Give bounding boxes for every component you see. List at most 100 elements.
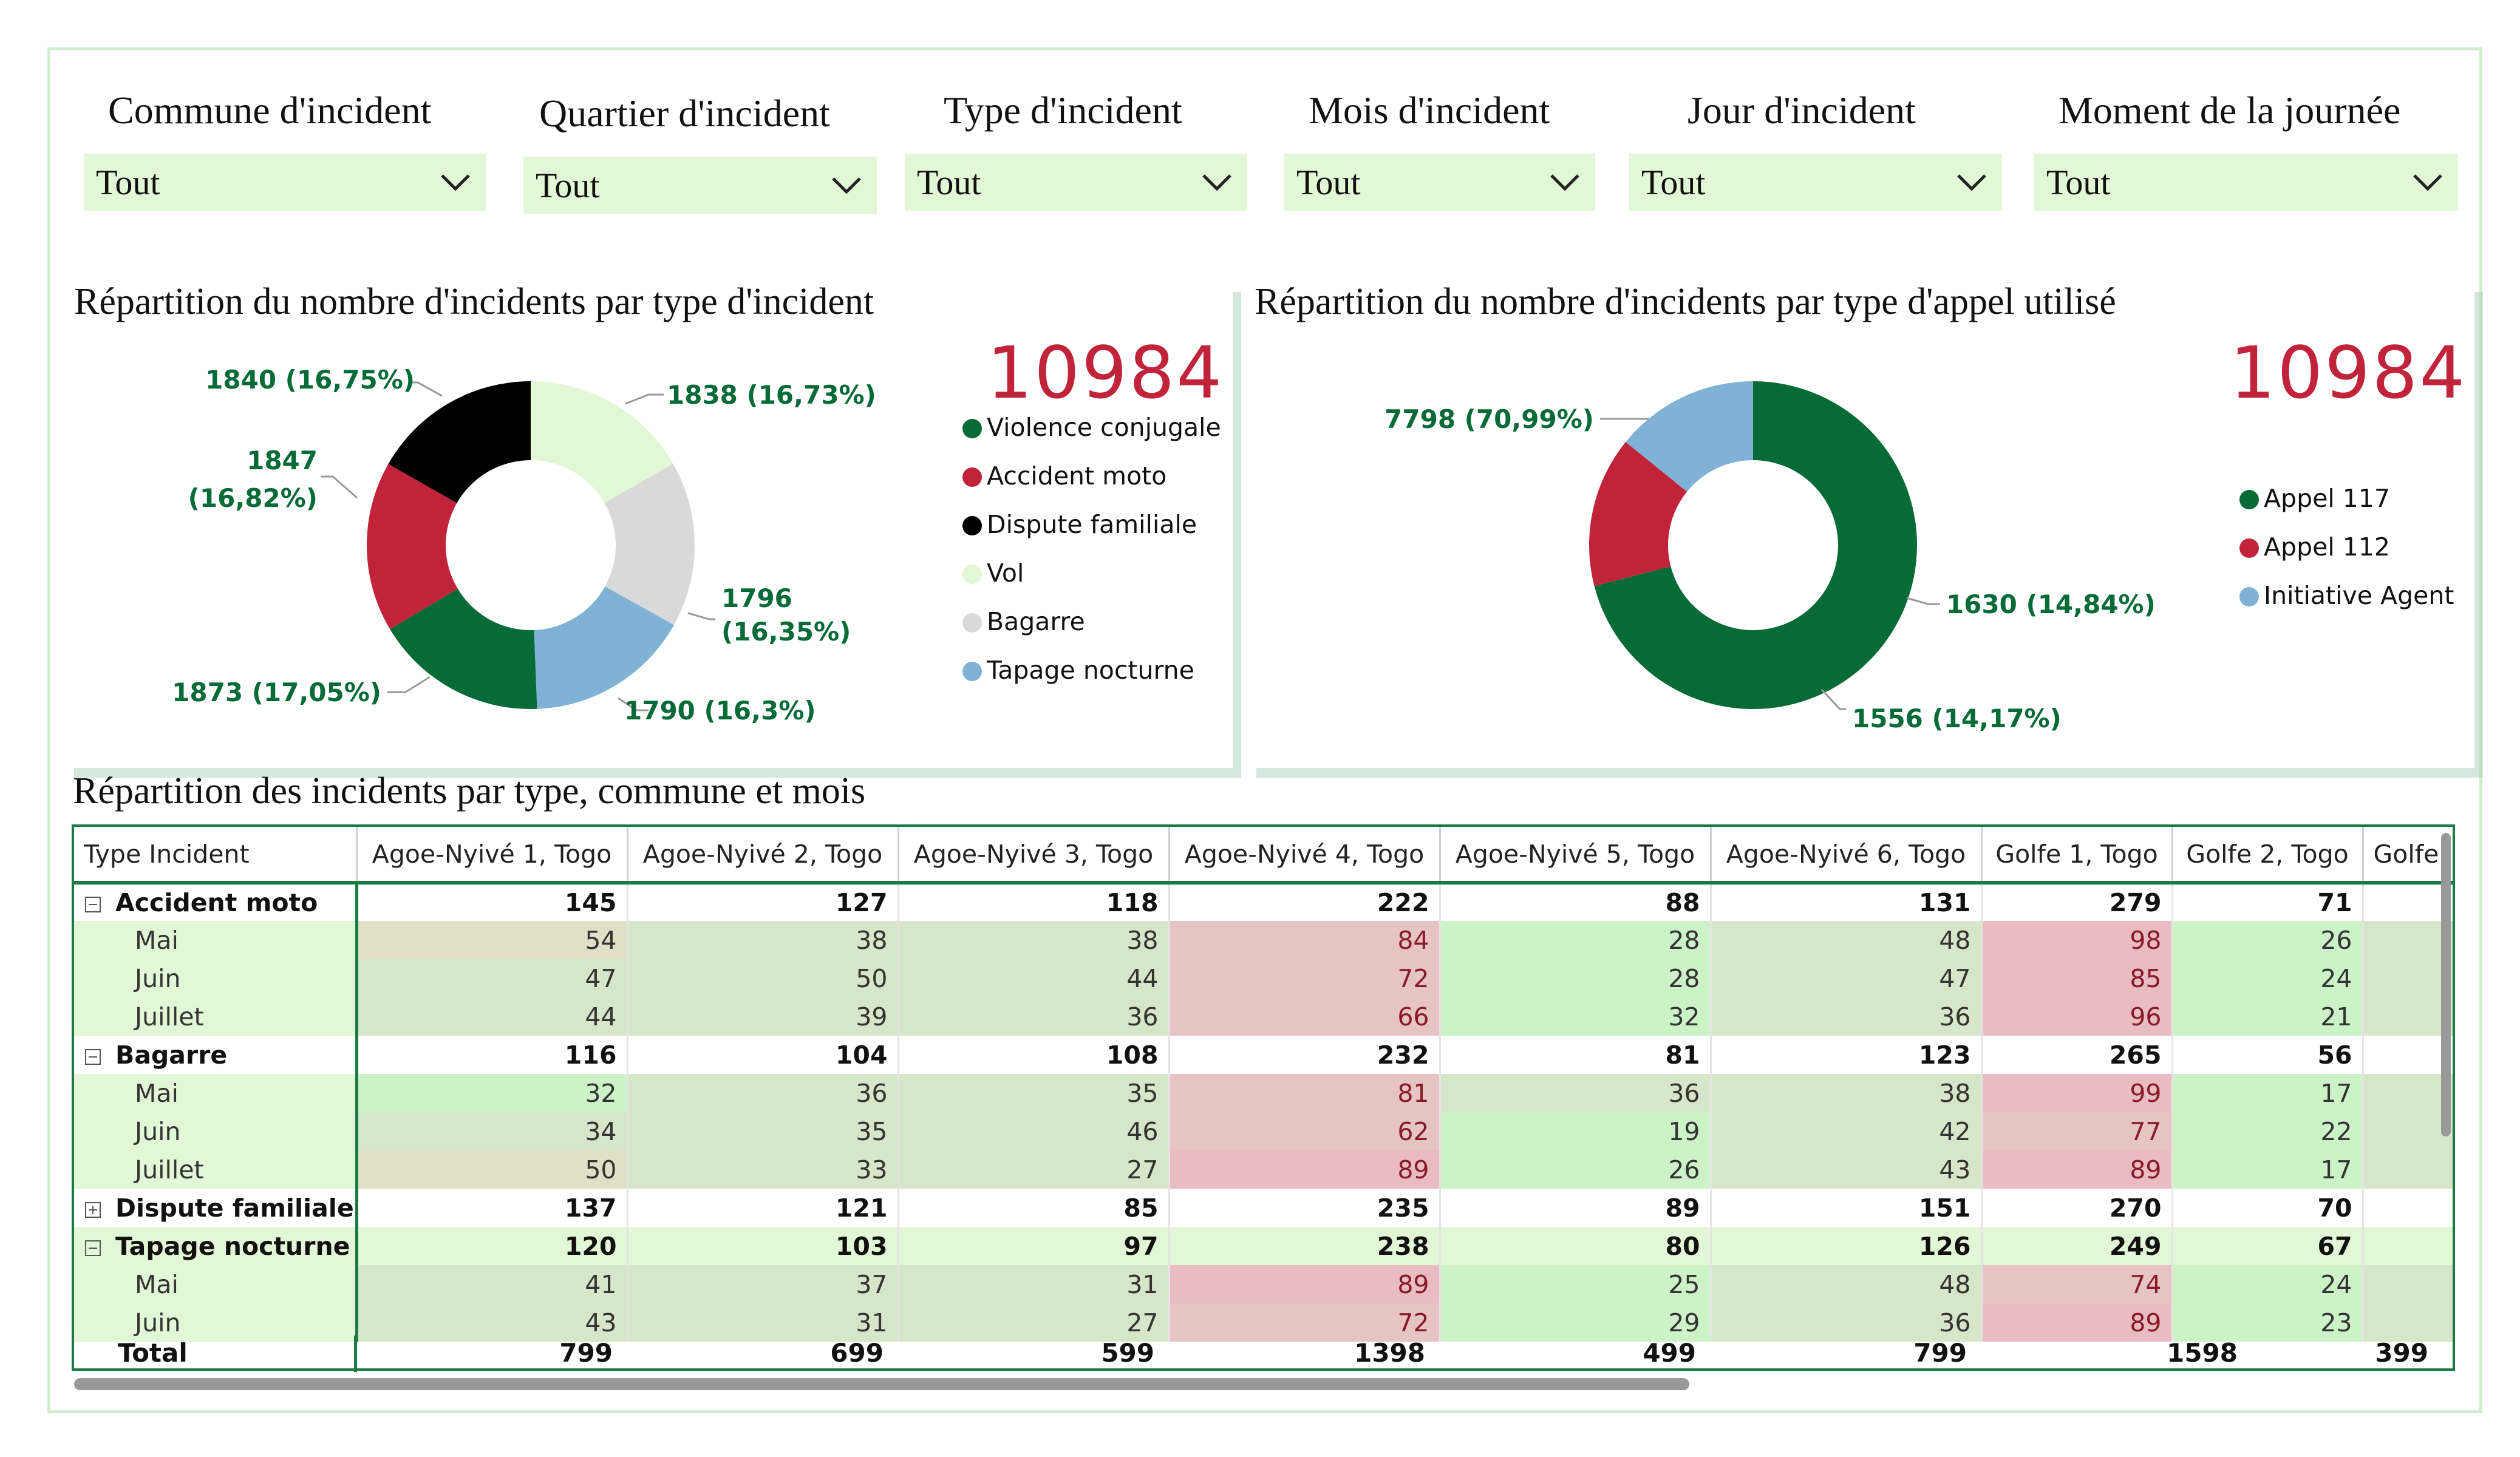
table-row[interactable]: Juin 43 31 27 72 29 36 89 23	[74, 1303, 2453, 1342]
chevron-down-icon[interactable]	[1955, 165, 1989, 199]
table-cell	[2363, 1227, 2453, 1265]
leader-line	[618, 697, 649, 712]
column-header[interactable]: Agoe-Nyivé 2, Togo	[627, 827, 899, 885]
collapse-icon[interactable]	[85, 1048, 101, 1065]
chart2-legend-item[interactable]: Appel 112	[2239, 532, 2390, 562]
table-cell: 249	[1981, 1227, 2173, 1265]
chart1-slice[interactable]	[367, 464, 458, 630]
table-cell: 84	[1169, 921, 1441, 959]
vertical-scrollbar[interactable]	[2441, 833, 2451, 1136]
chart1-slice[interactable]	[390, 588, 537, 709]
table-cell: 46	[898, 1112, 1170, 1150]
table-group-row[interactable]: Tapage nocturne 120 103 97 238 80 126 249 67	[74, 1227, 2453, 1265]
chart1-total: 10984	[987, 331, 1224, 415]
filter-quartier-dropdown[interactable]: Tout	[523, 157, 877, 214]
chart2-legend-item[interactable]: Initiative Agent	[2239, 581, 2454, 610]
column-header[interactable]: Golfe	[2363, 827, 2453, 885]
chevron-down-icon[interactable]	[829, 168, 863, 202]
filter-type-dropdown[interactable]: Tout	[905, 154, 1247, 211]
row-label-text: Mai	[135, 1078, 179, 1108]
column-header[interactable]: Agoe-Nyivé 5, Togo	[1440, 827, 1712, 885]
table-cell	[2363, 959, 2453, 997]
chart1-legend-item[interactable]: Bagarre	[962, 607, 1085, 636]
leader-line	[1906, 597, 1940, 605]
total-cell: 399	[2375, 1338, 2428, 1368]
table-row[interactable]: Juin 47 50 44 72 28 47 85 24	[74, 959, 2453, 997]
filter-jour-dropdown[interactable]: Tout	[1629, 154, 2002, 211]
chevron-down-icon[interactable]	[438, 165, 472, 199]
table-cell: 56	[2172, 1036, 2364, 1074]
table-group-row[interactable]: Dispute familiale 137 121 85 235 89 151 270 70	[74, 1189, 2453, 1227]
chart1-legend-item[interactable]: Tapage nocturne	[962, 656, 1194, 685]
filter-mois-dropdown[interactable]: Tout	[1284, 154, 1595, 211]
table-cell: 89	[1981, 1150, 2173, 1189]
table-cell: 98	[1981, 921, 2173, 959]
table-cell: 66	[1169, 997, 1441, 1036]
table-total-row: Total 799 699 599 1398 499 799 1598 399	[74, 1336, 2453, 1372]
collapse-icon[interactable]	[85, 897, 101, 912]
chart1-legend-item[interactable]: Vol	[962, 559, 1024, 588]
table-group-row[interactable]: Accident moto 145 127 118 222 88 131 279 71	[74, 883, 2453, 921]
chevron-down-icon[interactable]	[1548, 165, 1582, 199]
table-row[interactable]: Mai 32 36 35 81 36 38 99 17	[74, 1074, 2453, 1112]
chart2-slice[interactable]	[1594, 381, 1917, 709]
chart1-slice[interactable]	[604, 463, 695, 625]
filter-moment-dropdown[interactable]: Tout	[2034, 154, 2458, 211]
table-cell	[2363, 1189, 2453, 1227]
column-header[interactable]: Agoe-Nyivé 3, Togo	[898, 827, 1170, 885]
table-row[interactable]: Juillet 50 33 27 89 26 43 89 17	[74, 1150, 2453, 1189]
chart1-slice[interactable]	[531, 381, 673, 503]
table-cell: 28	[1440, 959, 1712, 997]
table-group-row[interactable]: Bagarre 116 104 108 232 81 123 265 56	[74, 1036, 2453, 1074]
chart2-slice[interactable]	[1626, 381, 1753, 492]
table-cell: 54	[356, 921, 628, 959]
table-cell: 33	[627, 1150, 899, 1189]
chart1-slice[interactable]	[388, 381, 531, 503]
collapse-icon[interactable]	[85, 1240, 101, 1256]
chart1-label-vol: 1838 (16,73%)	[667, 380, 876, 410]
table-cell: 81	[1440, 1036, 1712, 1074]
chart1-slice[interactable]	[534, 586, 674, 709]
donut-chart-type-incident: 1838 (16,73%) 1796 (16,35%) 1790 (16,3%) 187…	[172, 365, 876, 725]
leader-line	[687, 612, 715, 620]
horizontal-scrollbar[interactable]	[74, 1378, 1689, 1390]
chart1-label-tapage: 1790 (16,3%)	[624, 696, 816, 725]
column-header[interactable]: Golfe 1, Togo	[1981, 827, 2173, 885]
column-header[interactable]: Agoe-Nyivé 1, Togo	[356, 827, 628, 885]
chart1-legend-label: Bagarre	[987, 607, 1085, 636]
table-cell: 36	[1711, 1303, 1983, 1342]
filter-commune-dropdown[interactable]: Tout	[84, 154, 486, 211]
expand-icon[interactable]	[85, 1201, 101, 1218]
table-row[interactable]: Mai 41 37 31 89 25 48 74 24	[74, 1265, 2453, 1303]
table-cell: 39	[627, 997, 899, 1036]
chart1-label-bagarre: 1796	[721, 583, 792, 613]
column-header[interactable]: Golfe 2, Togo	[2172, 827, 2364, 885]
row-label: Juin	[74, 1303, 358, 1342]
row-label: Juin	[74, 1112, 358, 1150]
column-header-type-incident[interactable]: Type Incident	[74, 827, 358, 885]
table-cell: 29	[1440, 1303, 1712, 1342]
chart2-legend-label: Appel 117	[2264, 484, 2391, 513]
chart1-legend-label: Violence conjugale	[987, 413, 1221, 442]
table-row[interactable]: Juillet 44 39 36 66 32 36 96 21	[74, 997, 2453, 1036]
row-label: Bagarre	[74, 1036, 358, 1074]
incident-matrix[interactable]: Type Incident Agoe-Nyivé 1, Togo Agoe-Nyiv…	[72, 824, 2455, 1371]
chart1-legend-item[interactable]: Accident moto	[962, 461, 1166, 491]
row-label: Accident moto	[74, 883, 358, 921]
legend-dot-icon	[962, 467, 982, 487]
table-cell: 89	[1440, 1189, 1712, 1227]
table-cell: 137	[356, 1189, 628, 1227]
chart1-legend-item[interactable]: Violence conjugale	[962, 413, 1221, 442]
chevron-down-icon[interactable]	[2411, 165, 2445, 199]
chevron-down-icon[interactable]	[1200, 165, 1234, 199]
leader-line	[1820, 688, 1846, 710]
chart2-slice[interactable]	[1589, 442, 1687, 586]
column-header[interactable]: Agoe-Nyivé 4, Togo	[1169, 827, 1441, 885]
table-cell: 151	[1711, 1189, 1983, 1227]
chart1-legend-item[interactable]: Dispute familiale	[962, 510, 1197, 539]
table-row[interactable]: Mai 54 38 38 84 28 48 98 26	[74, 921, 2453, 959]
filter-moment-value: Tout	[2046, 163, 2111, 202]
table-row[interactable]: Juin 34 35 46 62 19 42 77 22	[74, 1112, 2453, 1150]
chart2-legend-item[interactable]: Appel 117	[2239, 484, 2390, 513]
column-header[interactable]: Agoe-Nyivé 6, Togo	[1711, 827, 1983, 885]
